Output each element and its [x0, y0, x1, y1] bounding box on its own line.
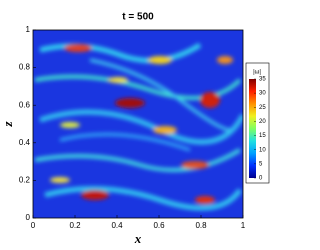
- y-tick-label: 0.6: [19, 100, 31, 109]
- colorbar-tick-label: 30: [259, 91, 266, 97]
- y-tick-label: 0.4: [19, 138, 31, 147]
- y-tick-label: 0: [26, 213, 31, 222]
- colorbar: [249, 79, 256, 178]
- chart: t = 500 x z |ω| 0 0.2 0.4 0.6 0.8 10: [0, 12, 270, 246]
- y-axis-label: z: [0, 121, 15, 128]
- x-axis-label: x: [134, 231, 142, 246]
- x-tick-label: 0: [31, 221, 36, 230]
- field: [33, 30, 243, 218]
- x-tick-label: 0.8: [195, 221, 207, 230]
- y-tick-label: 0.8: [19, 63, 31, 72]
- colorbar-tick-label: 35: [259, 77, 266, 83]
- colorbar-tick-label: 15: [259, 133, 266, 139]
- y-tick-label: 1: [26, 25, 31, 34]
- x-tick-label: 1: [241, 221, 246, 230]
- x-tick-label: 0.6: [153, 221, 165, 230]
- plot-frame: [32, 29, 244, 219]
- colorbar-label: |ω|: [253, 70, 261, 76]
- colorbar-tick-label: 10: [259, 147, 266, 153]
- x-tick-label: 0.2: [69, 221, 81, 230]
- colorbar-tick-label: 20: [259, 119, 266, 125]
- x-tick-label: 0.4: [111, 221, 123, 230]
- colorbar-tick-label: 0: [259, 176, 263, 182]
- y-tick-label: 0.2: [19, 176, 31, 185]
- colorbar-tick-label: 5: [259, 161, 263, 167]
- chart-title: t = 500: [122, 12, 154, 23]
- colorbar-tick-label: 25: [259, 105, 266, 111]
